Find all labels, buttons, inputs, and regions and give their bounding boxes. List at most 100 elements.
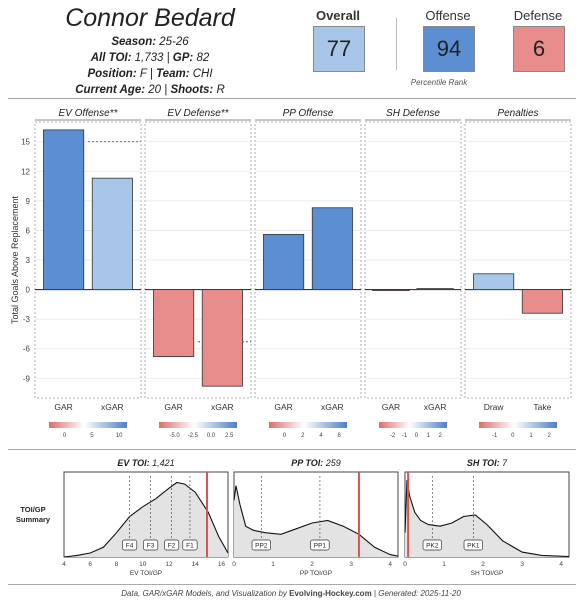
bar-gar bbox=[43, 129, 85, 290]
toi-title-value: 1,421 bbox=[152, 458, 175, 468]
bar-gar bbox=[263, 233, 305, 290]
bar-gar bbox=[153, 289, 195, 357]
toi-x-tick-label: 10 bbox=[139, 561, 147, 568]
color-legend-tick: 0 bbox=[511, 433, 515, 439]
y-tick-label: 9 bbox=[26, 197, 31, 206]
toi-x-tick-label: 0 bbox=[403, 561, 407, 568]
tier-marker-box bbox=[251, 539, 271, 551]
tier-marker-box bbox=[463, 539, 483, 551]
color-legend-tick: -5.0 bbox=[169, 433, 180, 439]
percentile-rank-caption: Percentile Rank bbox=[410, 78, 468, 87]
color-legend-tick: 10 bbox=[116, 433, 123, 439]
defense-label: Defense bbox=[513, 8, 563, 23]
color-legend-tick: -2.5 bbox=[188, 433, 199, 439]
footer: Data, GAR/xGAR Models, and Visualization… bbox=[0, 589, 582, 598]
tier-marker-box bbox=[122, 539, 138, 551]
toi-x-tick-label: 2 bbox=[310, 561, 314, 568]
toi-label: All TOI: bbox=[90, 52, 132, 64]
bar-xgar bbox=[91, 177, 133, 290]
y-tick-label: -3 bbox=[23, 315, 31, 324]
color-legend-tick: 6 bbox=[338, 433, 342, 439]
tier-marker-box bbox=[422, 539, 442, 551]
score-divider bbox=[396, 18, 397, 70]
toi-title-label: PP TOI: bbox=[291, 458, 326, 468]
season-line: Season: 25-26 bbox=[55, 36, 245, 48]
x-tick-label: Take bbox=[533, 402, 551, 412]
toi-x-tick-label: 8 bbox=[115, 561, 119, 568]
toi-x-tick-label: 14 bbox=[192, 561, 200, 568]
toi-x-tick-label: 4 bbox=[62, 561, 66, 568]
x-tick-label: GAR bbox=[382, 402, 400, 412]
panel-title: PP Offense bbox=[283, 108, 334, 119]
bar-take bbox=[521, 289, 563, 314]
x-tick-label: xGAR bbox=[101, 402, 124, 412]
panel-penalties: Penalties Draw Take -1 0 1 2 bbox=[464, 108, 572, 439]
panel-title: SH Defense bbox=[386, 108, 440, 119]
shoots-value: R bbox=[216, 84, 225, 96]
bar-xgar bbox=[201, 289, 243, 387]
tier-marker-box bbox=[182, 539, 198, 551]
age-line: Current Age: 20 | Shoots: R bbox=[75, 84, 225, 96]
header-divider bbox=[8, 98, 576, 99]
footer-suffix: | Generated: 2025-11-20 bbox=[373, 589, 461, 598]
tier-marker-label: PK2 bbox=[426, 543, 439, 550]
density-curve bbox=[63, 481, 229, 558]
toi-line: All TOI: 1,733 | GP: 82 bbox=[90, 52, 210, 64]
toi-x-axis-label: EV TOI/GP bbox=[130, 570, 162, 577]
color-legend-tick: 1 bbox=[529, 433, 533, 439]
color-legend-strip bbox=[479, 422, 557, 428]
offense-label: Offense bbox=[425, 8, 471, 23]
color-legend-tick: -2 bbox=[390, 433, 396, 439]
tier-marker-label: F3 bbox=[147, 543, 155, 550]
defense-score-box: 6 bbox=[513, 26, 565, 72]
color-legend-strip bbox=[269, 422, 347, 428]
color-legend-tick: 0.0 bbox=[207, 433, 216, 439]
color-legend-tick: 2 bbox=[439, 433, 443, 439]
panel-title: EV Defense** bbox=[167, 108, 229, 119]
x-tick-label: xGAR bbox=[211, 402, 234, 412]
toi-x-tick-label: 3 bbox=[520, 561, 524, 568]
color-legend-tick: -1 bbox=[492, 433, 498, 439]
toi-x-tick-label: 16 bbox=[218, 561, 226, 568]
toi-panel-title: PP TOI: 259 bbox=[291, 458, 341, 468]
season-label: Season: bbox=[111, 36, 157, 48]
toi-x-tick-label: 3 bbox=[349, 561, 353, 568]
footer-site-link[interactable]: Evolving-Hockey.com bbox=[289, 589, 372, 598]
toi-x-tick-label: 12 bbox=[165, 561, 173, 568]
season-value: 25-26 bbox=[159, 36, 189, 48]
tier-marker-box bbox=[310, 539, 330, 551]
toi-panel-3: SH TOI: 7 PK2 PK1 0 1 2 3 4 SH TOI/GP bbox=[403, 458, 570, 577]
x-tick-label: GAR bbox=[164, 402, 182, 412]
team-label: Team: bbox=[156, 68, 190, 80]
color-legend-tick: 2 bbox=[301, 433, 305, 439]
bar-xgar bbox=[311, 207, 353, 290]
color-legend-tick: -1 bbox=[402, 433, 408, 439]
y-tick-label: 12 bbox=[21, 167, 30, 176]
color-legend-tick: 2 bbox=[548, 433, 552, 439]
shoots-label: Shoots: bbox=[170, 84, 214, 96]
bar-xgar bbox=[416, 288, 454, 290]
y-tick-label: 3 bbox=[26, 256, 31, 265]
y-axis-label: Total Goals Above Replacement bbox=[10, 195, 20, 324]
toi-panel-title: SH TOI: 7 bbox=[467, 458, 508, 468]
y-tick-label: -6 bbox=[23, 345, 31, 354]
panel-title: EV Offense** bbox=[59, 108, 119, 119]
overall-score-box: 77 bbox=[313, 26, 365, 72]
toi-title-label: SH TOI: bbox=[467, 458, 502, 468]
toi-panel-2: PP TOI: 259 PP2 PP1 0 1 2 3 4 PP TOI/GP bbox=[232, 458, 399, 577]
color-legend-tick: 0 bbox=[283, 433, 287, 439]
density-curve bbox=[233, 485, 399, 557]
offense-score-box: 94 bbox=[423, 26, 475, 72]
tier-marker-label: PK1 bbox=[467, 543, 480, 550]
team-value: CHI bbox=[192, 68, 213, 80]
summary-label-line1: TOI/GP bbox=[20, 505, 45, 514]
density-area bbox=[64, 482, 228, 557]
toi-panel-title: EV TOI: 1,421 bbox=[117, 458, 174, 468]
color-legend-tick: 2.5 bbox=[225, 433, 234, 439]
player-name: Connor Bedard bbox=[65, 4, 235, 32]
y-tick-label: 15 bbox=[21, 138, 30, 147]
position-line: Position: F | Team: CHI bbox=[87, 68, 213, 80]
toi-x-axis-label: PP TOI/GP bbox=[300, 570, 332, 577]
density-area bbox=[405, 480, 569, 557]
